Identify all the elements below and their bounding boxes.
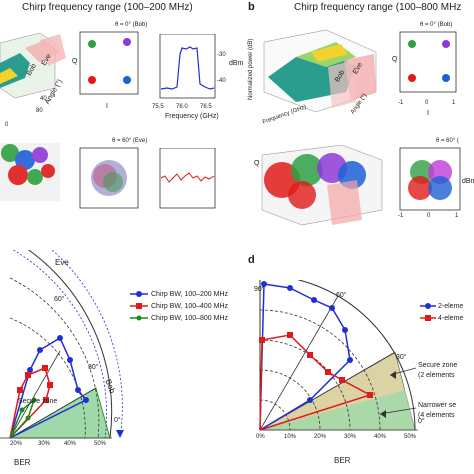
angle-tick-0: 0 [5, 122, 9, 128]
panel-c-angle-30: 30° [88, 364, 99, 371]
legend-label-red: Chirp BW, 100–400 MHz [151, 302, 229, 310]
spec-xlabel: Frequency (GHz) [165, 113, 219, 120]
spec-xtick-0: 75.5 [152, 104, 164, 110]
panel-b-q: Q [392, 56, 398, 63]
spec-ylabel: dBm [229, 60, 244, 67]
panel-b-surface-plot [263, 29, 377, 113]
bob-constellation [79, 31, 139, 95]
panel-c-legend: Chirp BW, 100–200 MHz Chirp BW, 100–400 … [130, 288, 242, 324]
eve-spectrum [159, 148, 216, 209]
legend-label-green: Chirp BW, 100–800 MHz [151, 314, 229, 322]
panel-b-iq-tick-c: 1 [452, 100, 456, 106]
panel-b-iq-tick-b: 0 [425, 100, 429, 106]
panel-a-scatter-3d [0, 143, 60, 201]
panel-c-eve-label: Eve [55, 258, 69, 267]
panel-d-xtick-30: 30% [344, 434, 357, 440]
legend-d-label-red: 4-eleme [438, 314, 464, 322]
panel-d-letter: d [248, 254, 255, 266]
panel-d-angle-90: 90° [254, 286, 265, 293]
panel-b-i: I [427, 110, 429, 117]
panel-c-xtick-30: 30% [38, 441, 51, 447]
panel-d-secure-zone-1: Secure zone [418, 362, 458, 369]
spec-ytick-40: -40 [217, 78, 226, 84]
panel-b-iq-tick-f: 1 [455, 213, 459, 219]
panel-d-xlabel: BER [334, 456, 351, 465]
panel-d-xtick-0: 0% [256, 434, 265, 440]
panel-d-xtick-50: 50% [404, 434, 417, 440]
panel-d-legend: 2-eleme 4-eleme [420, 300, 474, 324]
panel-c-angle-60: 60° [54, 296, 65, 303]
theta-eve-label: θ = 60° (Eve) [112, 138, 148, 144]
panel-b-q2: Q [254, 160, 260, 167]
panel-a-title: Chirp frequency range (100–200 MHz) [22, 2, 193, 13]
angle-tick-80: 80 [36, 108, 43, 114]
panel-b-iq-tick-a: -1 [398, 100, 404, 106]
panel-c-secure-zone: Secure zone [18, 398, 58, 405]
panel-b-iq-tick-d: -1 [398, 213, 404, 219]
panel-c-angle-0: 0° [114, 417, 121, 424]
spec-ytick-30: -30 [217, 52, 226, 58]
spec-xtick-1: 76.0 [176, 104, 188, 110]
panel-d-angle-60: 60° [336, 292, 347, 299]
panel-b-letter: b [248, 1, 255, 13]
panel-c-xlabel: BER [14, 458, 31, 467]
panel-d-secure-zone-2: (2 elements [418, 372, 455, 379]
angle-tick-40: 40 [40, 96, 47, 102]
panel-b-zlabel: Normalized power (dB) [248, 38, 254, 100]
narrow-zone-wedge-d [260, 390, 415, 430]
panel-b-iq-tick-e: 0 [427, 213, 431, 219]
panel-b-eve-constellation [399, 147, 461, 211]
panel-c-xtick-20: 20% [10, 441, 23, 447]
panel-b-title: Chirp frequency range (100–800 MHz [294, 2, 462, 13]
theta-bob-label: θ = 0° (Bob) [115, 22, 148, 28]
legend-d-label-blue: 2-eleme [438, 302, 464, 310]
legend-label-blue: Chirp BW, 100–200 MHz [151, 290, 229, 298]
legend-d-item-red: 4-eleme [420, 312, 474, 324]
panel-c-xtick-50: 50% [94, 441, 107, 447]
panel-d-narrow-2: (4 elements [418, 412, 455, 419]
panel-a-surface-plot: Bob Eve [0, 32, 66, 99]
panel-d-xtick-40: 40% [374, 434, 387, 440]
legend-item-green: Chirp BW, 100–800 MHz [130, 312, 242, 324]
panel-d-angle-30: 30° [396, 354, 407, 361]
panel-d-xtick-10: 10% [284, 434, 297, 440]
panel-c-xtick-40: 40% [64, 441, 77, 447]
legend-item-blue: Chirp BW, 100–200 MHz [130, 288, 242, 300]
legend-d-item-blue: 2-eleme [420, 300, 474, 312]
panel-c-polar-plot [0, 250, 124, 439]
eve-constellation [79, 147, 139, 209]
panel-b-bob-constellation [399, 31, 457, 93]
panel-d-angle-0: 0° [418, 418, 425, 425]
panel-b-theta-eve: θ = 60° ( [436, 138, 459, 144]
panel-d-polar-plot [258, 280, 418, 431]
legend-item-red: Chirp BW, 100–400 MHz [130, 300, 242, 312]
bob-spectrum [159, 34, 216, 99]
panel-d-xtick-20: 20% [314, 434, 327, 440]
panel-b-theta-bob: θ = 0° (Bob) [420, 22, 453, 28]
panel-d-narrow-1: Narrower se [418, 402, 457, 409]
panel-b-spec-ylabel: dBm [462, 178, 474, 185]
iq-q-label-bob: Q [72, 58, 78, 65]
panel-b-scatter-3d [261, 144, 383, 226]
spec-xtick-2: 76.5 [200, 104, 212, 110]
iq-i-label-bob: I [106, 103, 108, 110]
